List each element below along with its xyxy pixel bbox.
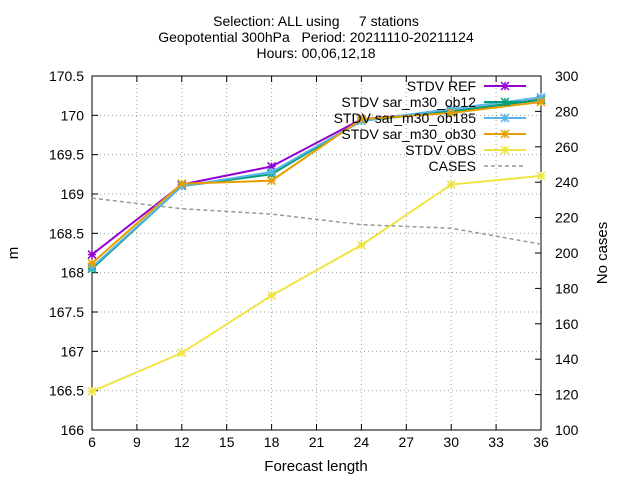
title-line-1: Selection: ALL using 7 stations (213, 13, 419, 29)
legend-label: CASES (429, 158, 476, 174)
y2-tick-label: 260 (555, 139, 579, 155)
legend-marker (500, 129, 510, 139)
series-stdv-sar-m30-ob30 (87, 97, 546, 268)
y2-tick-label: 280 (555, 103, 579, 119)
y2-tick-label: 160 (555, 316, 579, 332)
x-tick-label: 27 (399, 434, 415, 450)
legend-item-stdv-ref: STDV REF (407, 78, 526, 94)
y2-tick-label: 180 (555, 280, 579, 296)
y-tick-label: 169 (61, 186, 85, 202)
x-tick-label: 24 (354, 434, 370, 450)
series-line-stdv-obs (91, 174, 542, 393)
legend-label: STDV sar_m30_ob185 (334, 110, 477, 126)
x-axis: 6 9 12 15 18 21 24 27 30 33 36 (88, 76, 549, 450)
legend-label: STDV REF (407, 78, 476, 94)
data-point (267, 167, 277, 177)
data-point (536, 97, 546, 107)
y2-tick-label: 300 (555, 68, 579, 84)
series-line-stdv-sar-m30-ob30 (91, 100, 542, 264)
x-tick-label: 36 (533, 434, 549, 450)
data-point (536, 171, 546, 181)
y-tick-label: 168.5 (49, 225, 84, 241)
legend-marker (500, 113, 510, 123)
series-line-stdv-sar-m30-ob185 (91, 96, 542, 268)
x-tick-label: 12 (174, 434, 190, 450)
data-point (356, 240, 366, 250)
legend-marker (500, 81, 510, 91)
data-point (87, 386, 97, 396)
legend-label: STDV sar_m30_ob30 (341, 126, 476, 142)
data-point (87, 258, 97, 268)
x-tick-label: 18 (264, 434, 280, 450)
grid (92, 76, 541, 430)
y2-axis-title: No cases (594, 222, 611, 285)
legend-marker (500, 97, 510, 107)
legend-label: STDV OBS (405, 142, 476, 158)
legend-item-cases: CASES (429, 158, 526, 174)
y2-tick-label: 100 (555, 422, 579, 438)
series-layer (87, 92, 546, 396)
x-axis-title: Forecast length (264, 458, 367, 475)
y-tick-label: 170.5 (49, 68, 84, 84)
y-tick-label: 166.5 (49, 383, 84, 399)
x-tick-label: 21 (309, 434, 325, 450)
y2-tick-label: 240 (555, 174, 579, 190)
title-line-3: Hours: 00,06,12,18 (256, 45, 375, 61)
y-axis: 166 166.5 167 167.5 168 168.5 169 169.5 170 170.5 (49, 68, 98, 438)
chart-title: Selection: ALL using 7 stations Geopoten… (158, 13, 474, 61)
y-tick-label: 168 (61, 265, 85, 281)
x-tick-label: 6 (88, 434, 96, 450)
series-stdv-obs (87, 171, 546, 396)
series-cases (91, 197, 542, 245)
data-point (87, 250, 97, 260)
series-line-cases (91, 197, 542, 245)
data-point (446, 180, 456, 190)
y2-tick-label: 140 (555, 351, 579, 367)
title-line-2: Geopotential 300hPa Period: 20211110-202… (158, 29, 474, 45)
y-tick-label: 169.5 (49, 147, 84, 163)
data-point (267, 290, 277, 301)
data-point (177, 179, 187, 189)
y-tick-label: 167.5 (49, 304, 84, 320)
y2-tick-label: 200 (555, 245, 579, 261)
x-tick-label: 33 (488, 434, 504, 450)
legend-item-stdv-sar-m30-ob185: STDV sar_m30_ob185 (334, 110, 526, 126)
y-tick-label: 166 (61, 422, 85, 438)
legend-item-stdv-sar-m30-ob30: STDV sar_m30_ob30 (341, 126, 526, 142)
legend-item-stdv-obs: STDV OBS (405, 142, 526, 158)
y2-axis: 100 120 140 160 180 200 220 240 260 280 300 (535, 68, 579, 438)
legend-item-stdv-sar-m30-ob12: STDV sar_m30_ob12 (341, 94, 526, 110)
y-axis-title: m (5, 247, 22, 260)
x-tick-label: 30 (443, 434, 459, 450)
data-point (267, 176, 277, 186)
x-tick-label: 15 (219, 434, 235, 450)
legend-marker (500, 145, 510, 155)
legend-label: STDV sar_m30_ob12 (341, 94, 476, 110)
y2-tick-label: 120 (555, 387, 579, 403)
data-point (177, 348, 187, 358)
data-point (356, 114, 366, 124)
y2-tick-label: 220 (555, 210, 579, 226)
y-tick-label: 170 (61, 107, 85, 123)
x-tick-label: 9 (133, 434, 141, 450)
y-tick-label: 167 (61, 343, 85, 359)
data-point (446, 108, 456, 118)
